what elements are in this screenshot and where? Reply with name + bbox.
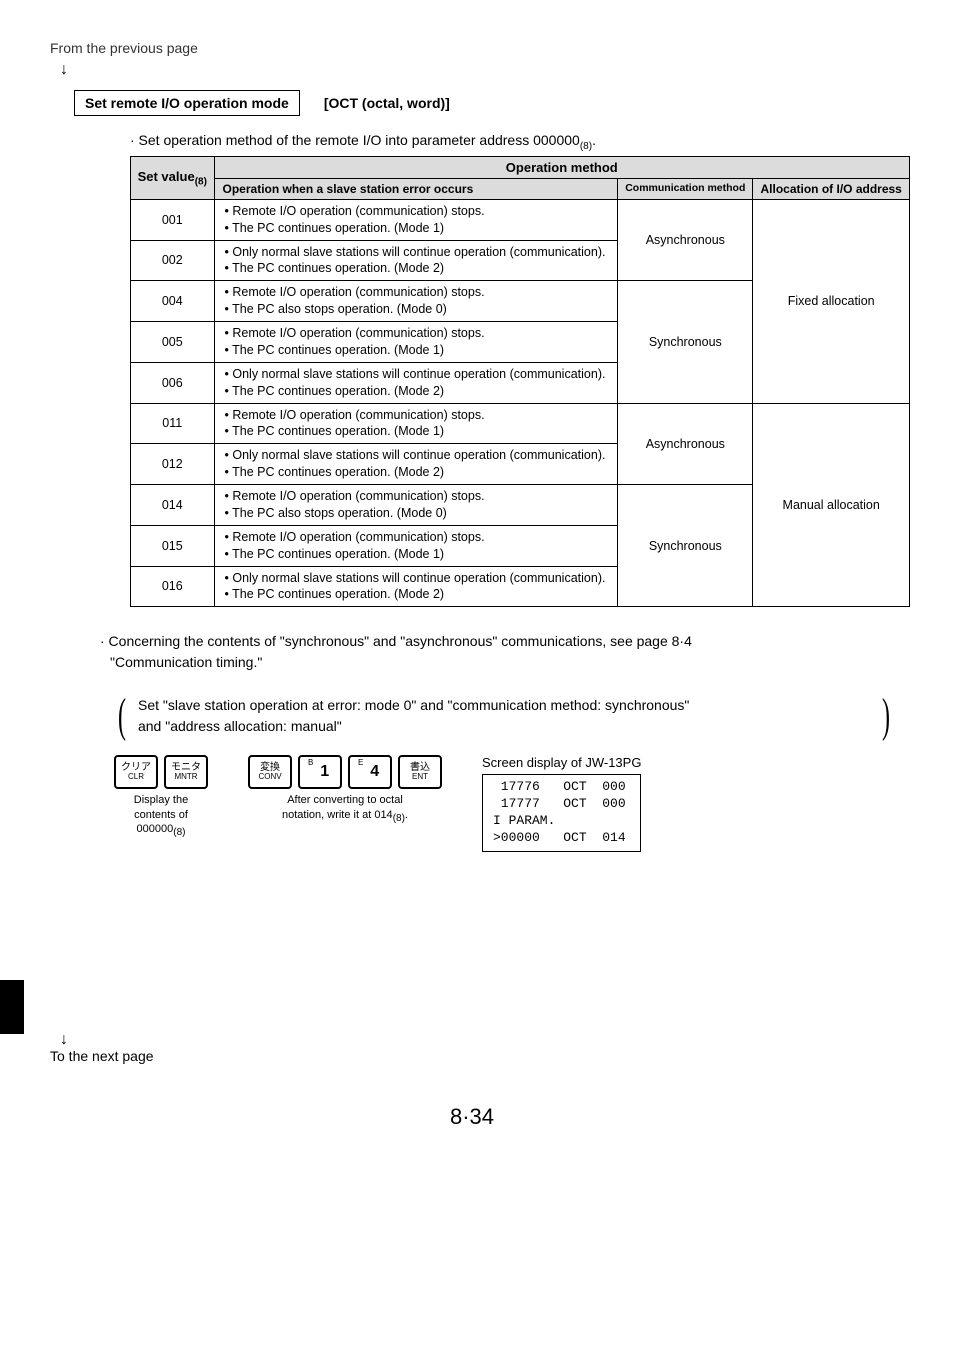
key-1[interactable]: B1: [298, 755, 342, 789]
arrow-down-icon: ↓: [60, 62, 894, 78]
key-caption-write: After converting to octal notation, writ…: [282, 793, 408, 824]
table-row: 011 • Remote I/O operation (communicatio…: [131, 403, 910, 444]
screen-display-label: Screen display of JW-13PG: [482, 755, 641, 770]
conv-key[interactable]: 変換CONV: [248, 755, 292, 789]
th-set-value: Set value(8): [131, 156, 215, 199]
key-caption-display: Display the contents of 000000(8): [134, 793, 188, 839]
page-margin-tab: [0, 980, 24, 1034]
right-paren-icon: ): [882, 697, 890, 735]
th-alloc: Allocation of I/O address: [753, 178, 910, 199]
th-comm-method: Communication method: [618, 178, 753, 199]
set-operation-text: · Set operation method of the remote I/O…: [130, 132, 894, 152]
th-op-when: Operation when a slave station error occ…: [214, 178, 618, 199]
key-4[interactable]: E4: [348, 755, 392, 789]
th-operation-method: Operation method: [214, 156, 909, 178]
ent-key[interactable]: 書込ENT: [398, 755, 442, 789]
to-next-page-label: To the next page: [50, 1048, 894, 1064]
from-previous-page-label: From the previous page: [50, 40, 894, 56]
operation-method-table: Set value(8) Operation method Operation …: [130, 156, 910, 608]
page-number: 8·34: [50, 1104, 894, 1130]
clr-key[interactable]: クリアCLR: [114, 755, 158, 789]
mntr-key[interactable]: モニタMNTR: [164, 755, 208, 789]
left-paren-icon: (: [118, 697, 126, 735]
table-row: 001 • Remote I/O operation (communicatio…: [131, 199, 910, 240]
concerning-note: · Concerning the contents of "synchronou…: [100, 631, 894, 673]
section-subtitle: [OCT (octal, word)]: [324, 95, 450, 111]
parenthetical-note: ( Set "slave station operation at error:…: [114, 695, 894, 737]
screen-display-box: 17776 OCT 000 17777 OCT 000 I PARAM. >00…: [482, 774, 641, 852]
key-group-write: 変換CONV B1 E4 書込ENT After converting to o…: [248, 755, 442, 824]
key-group-display: クリアCLR モニタMNTR Display the contents of 0…: [114, 755, 208, 839]
section-title-box: Set remote I/O operation mode: [74, 90, 300, 116]
arrow-down-icon: ↓: [60, 1032, 894, 1048]
